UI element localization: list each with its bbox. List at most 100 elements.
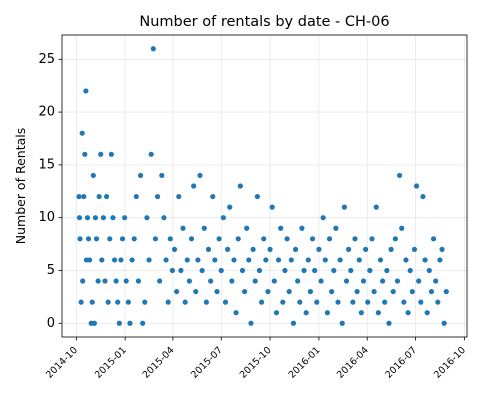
data-point (142, 299, 148, 305)
data-point (218, 267, 224, 274)
data-point (273, 310, 280, 316)
data-point (191, 183, 197, 189)
data-point (214, 288, 220, 295)
data-point (430, 236, 437, 242)
data-point (322, 257, 328, 263)
data-point (367, 267, 373, 274)
data-point (380, 278, 386, 284)
data-point (78, 299, 84, 305)
data-point (174, 288, 180, 295)
data-point (433, 278, 439, 284)
data-point (133, 193, 139, 200)
data-point (350, 299, 356, 305)
data-point (403, 257, 409, 263)
data-point (99, 257, 105, 263)
data-point (210, 193, 216, 200)
data-point (280, 299, 286, 305)
data-point (85, 236, 92, 242)
data-point (418, 299, 424, 305)
data-point (405, 310, 411, 316)
data-point (87, 257, 93, 263)
data-point (288, 257, 294, 263)
data-point (377, 257, 384, 263)
data-point (93, 236, 100, 242)
data-point (96, 193, 102, 200)
data-point (413, 183, 420, 189)
data-point (235, 236, 241, 242)
data-point (84, 215, 91, 221)
data-point (354, 288, 360, 295)
data-point (265, 288, 271, 295)
data-point (420, 193, 426, 200)
data-point (150, 46, 156, 52)
data-point (258, 299, 265, 305)
data-point (428, 288, 435, 295)
data-point (222, 299, 229, 305)
data-point (92, 215, 99, 221)
data-point (111, 257, 118, 263)
data-point (441, 320, 447, 326)
data-points (76, 46, 449, 326)
data-point (269, 204, 275, 210)
data-point (216, 236, 222, 242)
data-point (346, 246, 352, 252)
data-point (337, 257, 343, 263)
data-point (212, 257, 218, 263)
data-point (435, 299, 441, 305)
data-point (320, 215, 326, 221)
y-tick-label: 0 (47, 316, 55, 331)
data-point (227, 204, 233, 210)
data-point (90, 172, 96, 179)
data-point (129, 257, 135, 263)
data-point (244, 225, 250, 231)
data-point (318, 278, 324, 284)
data-point (103, 193, 110, 200)
data-point (100, 215, 107, 221)
data-point (343, 278, 350, 284)
data-point (102, 278, 108, 284)
data-point (356, 257, 362, 263)
data-point (275, 257, 282, 263)
chart-title: Number of rentals by date - CH-06 (139, 14, 389, 30)
data-point (246, 257, 252, 263)
data-point (135, 278, 142, 284)
data-point (358, 310, 364, 316)
data-point (426, 267, 432, 274)
data-point (118, 257, 124, 263)
data-point (396, 172, 403, 179)
data-point (437, 257, 443, 263)
data-point (292, 246, 299, 252)
data-point (131, 236, 137, 242)
data-point (409, 288, 415, 295)
data-point (203, 299, 209, 305)
data-point (79, 130, 85, 136)
data-point (81, 193, 87, 200)
data-point (295, 278, 301, 284)
data-point (392, 236, 398, 242)
y-tick-label: 10 (38, 210, 55, 225)
data-point (225, 246, 231, 252)
data-point (333, 225, 339, 231)
data-point (127, 320, 133, 326)
data-point (369, 236, 375, 242)
data-point (116, 320, 122, 326)
data-point (286, 288, 292, 295)
data-point (229, 278, 235, 284)
data-point (241, 288, 248, 295)
data-point (307, 288, 314, 295)
data-point (360, 278, 367, 284)
data-point (122, 215, 128, 221)
data-point (299, 225, 305, 231)
data-point (123, 278, 129, 284)
data-point (89, 299, 95, 305)
y-tick-label: 20 (38, 105, 55, 120)
data-point (371, 288, 377, 295)
data-point (401, 299, 407, 305)
data-point (205, 246, 212, 252)
data-point (282, 267, 288, 274)
data-point (208, 278, 214, 284)
y-tick-label: 15 (38, 157, 55, 172)
data-point (290, 320, 297, 326)
data-point (113, 278, 119, 284)
data-point (252, 278, 258, 284)
